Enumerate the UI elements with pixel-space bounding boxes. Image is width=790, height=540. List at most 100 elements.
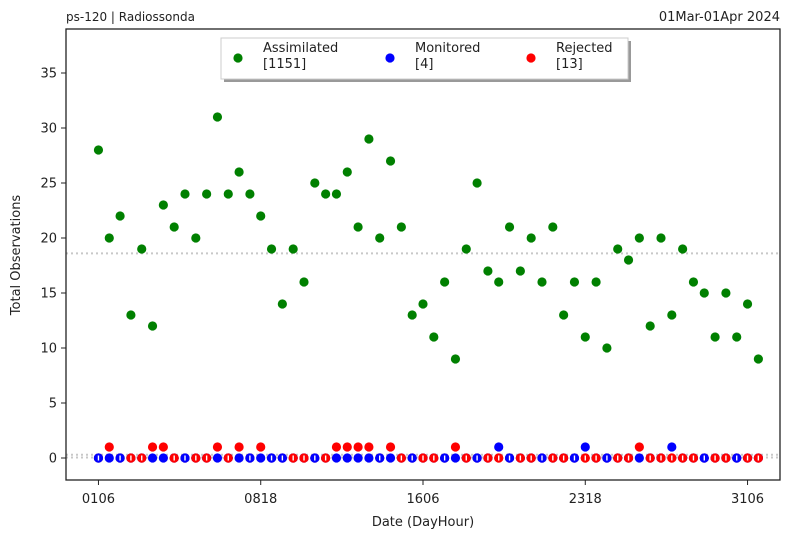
legend-count-assimilated: [1151] xyxy=(263,57,306,72)
point-assimilated xyxy=(180,189,190,199)
point-assimilated xyxy=(223,189,233,199)
legend-label-rejected: Rejected xyxy=(556,41,613,56)
point-monitored xyxy=(353,453,363,463)
point-assimilated xyxy=(429,332,439,342)
point-assimilated xyxy=(288,244,298,254)
point-assimilated xyxy=(526,233,536,243)
point-rejected xyxy=(212,442,223,452)
point-assimilated xyxy=(93,145,104,155)
y-tick-label: 20 xyxy=(40,232,57,247)
point-assimilated xyxy=(277,299,287,309)
point-assimilated xyxy=(753,354,763,364)
legend-box xyxy=(220,37,629,80)
point-assimilated xyxy=(623,255,634,265)
point-assimilated xyxy=(364,134,374,144)
point-assimilated xyxy=(385,156,396,166)
point-monitored xyxy=(580,442,590,452)
x-tick-label: 0106 xyxy=(82,492,115,507)
point-monitored xyxy=(667,442,677,452)
point-assimilated xyxy=(569,277,580,287)
y-tick-label: 25 xyxy=(40,177,57,192)
point-assimilated xyxy=(115,211,125,221)
point-rejected xyxy=(147,442,158,452)
point-monitored xyxy=(256,453,266,463)
point-assimilated xyxy=(137,244,147,254)
point-assimilated xyxy=(461,244,471,254)
point-assimilated xyxy=(656,233,666,243)
y-tick-label: 5 xyxy=(49,397,57,412)
point-assimilated xyxy=(667,310,677,320)
point-assimilated xyxy=(266,244,277,254)
plot-frame xyxy=(65,28,781,481)
point-monitored xyxy=(104,453,114,463)
point-assimilated xyxy=(418,299,428,309)
point-assimilated xyxy=(375,233,385,243)
data-points xyxy=(93,112,763,463)
point-rejected xyxy=(342,442,352,452)
y-tick-label: 15 xyxy=(40,287,57,302)
point-rejected xyxy=(234,442,244,452)
y-tick-label: 10 xyxy=(40,342,57,357)
point-assimilated xyxy=(234,167,244,177)
legend-label-monitored: Monitored xyxy=(415,41,480,56)
point-assimilated xyxy=(126,310,136,320)
point-assimilated xyxy=(396,222,406,232)
x-tick-label: 0818 xyxy=(244,492,277,507)
legend-label-assimilated: Assimilated xyxy=(263,41,338,56)
point-assimilated xyxy=(353,222,363,232)
point-assimilated xyxy=(191,233,201,243)
y-tick-label: 0 xyxy=(49,452,57,467)
reference-lines xyxy=(66,252,780,459)
point-rejected xyxy=(450,442,461,452)
point-monitored xyxy=(234,453,244,463)
x-tick-label: 2318 xyxy=(569,492,602,507)
point-assimilated xyxy=(537,277,547,287)
point-assimilated xyxy=(494,277,504,287)
point-assimilated xyxy=(634,233,644,243)
point-assimilated xyxy=(515,266,525,276)
point-assimilated xyxy=(580,332,590,342)
point-monitored xyxy=(450,453,461,463)
point-assimilated xyxy=(472,178,482,188)
point-assimilated xyxy=(699,288,709,298)
point-monitored xyxy=(147,453,158,463)
point-assimilated xyxy=(212,112,223,122)
point-rejected xyxy=(331,442,342,452)
y-axis-label: Total Observations xyxy=(9,195,24,317)
legend: Assimilated[1151] Monitored[4] Rejected[13… xyxy=(220,37,631,82)
point-monitored xyxy=(634,453,644,463)
point-assimilated xyxy=(710,332,720,342)
point-assimilated xyxy=(559,310,569,320)
x-axis-label: Date (DayHour) xyxy=(372,515,474,530)
point-assimilated xyxy=(613,244,623,254)
y-tick-label: 30 xyxy=(40,122,57,137)
point-assimilated xyxy=(331,189,342,199)
point-assimilated xyxy=(342,167,352,177)
point-rejected xyxy=(104,442,114,452)
point-assimilated xyxy=(504,222,515,232)
point-assimilated xyxy=(483,266,493,276)
point-monitored xyxy=(364,453,374,463)
point-rejected xyxy=(385,442,396,452)
point-assimilated xyxy=(321,189,331,199)
legend-marker-monitored xyxy=(385,53,395,63)
point-rejected xyxy=(353,442,363,452)
legend-count-rejected: [13] xyxy=(556,57,583,72)
point-monitored xyxy=(342,453,352,463)
point-assimilated xyxy=(202,189,212,199)
point-rejected xyxy=(158,442,168,452)
point-assimilated xyxy=(602,343,612,353)
legend-marker-assimilated xyxy=(233,53,243,63)
point-assimilated xyxy=(678,244,688,254)
point-assimilated xyxy=(721,288,731,298)
axes: 0 5 10 15 20 25 30 35 0106 0818 1606 2318 3106 xyxy=(40,67,764,508)
point-assimilated xyxy=(158,200,168,210)
point-monitored xyxy=(158,453,168,463)
point-monitored xyxy=(212,453,223,463)
point-monitored xyxy=(494,442,504,452)
point-assimilated xyxy=(256,211,266,221)
point-assimilated xyxy=(407,310,417,320)
point-rejected xyxy=(364,442,374,452)
x-tick-label: 1606 xyxy=(406,492,439,507)
